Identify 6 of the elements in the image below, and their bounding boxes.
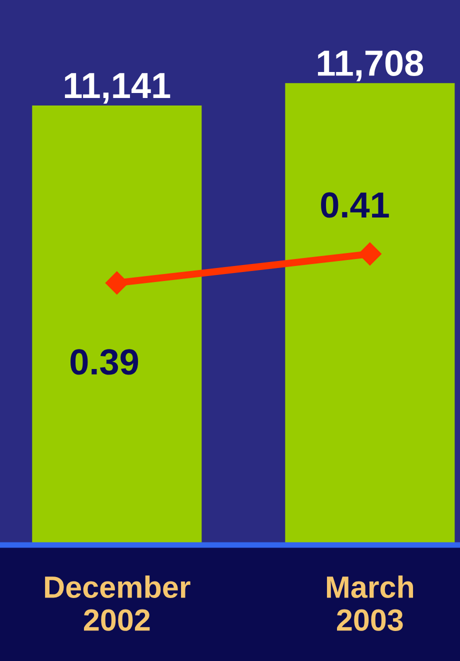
x-tick-label: March 2003 — [326, 576, 414, 631]
data-label: 0.39 — [70, 349, 138, 375]
data-label: 0.41 — [321, 192, 389, 218]
x-tick-label: December 2002 — [45, 576, 190, 631]
data-label: 11,141 — [64, 73, 170, 104]
data-label: 11,708 — [318, 50, 424, 82]
